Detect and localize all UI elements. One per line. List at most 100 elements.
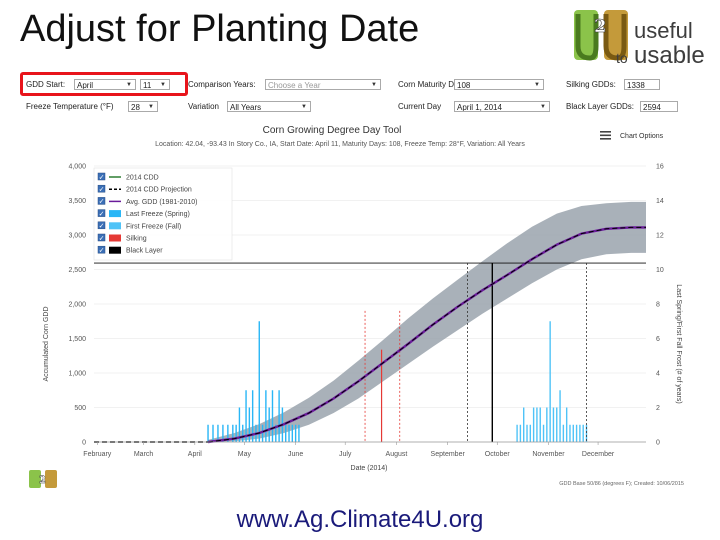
legend-checkbox <box>97 184 106 193</box>
x-axis-title: Date (2014) <box>351 465 388 472</box>
check-icon: ✓ <box>99 235 105 242</box>
legend-checkbox <box>97 197 106 205</box>
spring-freeze-bar <box>245 390 247 442</box>
freeze-temp-select[interactable]: 28 ▼ <box>128 101 158 112</box>
chevron-down-icon: ▼ <box>534 82 540 88</box>
black-layer-input[interactable]: 2594 <box>640 101 678 112</box>
fall-freeze-bar <box>569 424 571 442</box>
spring-freeze-bar <box>242 424 244 442</box>
current-day-label: Current Day <box>398 102 442 111</box>
logo-to-text: to <box>616 50 628 66</box>
spring-freeze-bar <box>268 407 270 442</box>
legend-checkbox <box>97 172 106 181</box>
spring-freeze-bar <box>235 424 237 442</box>
y2-tick-label: 2 <box>656 405 660 412</box>
legend-swatch <box>109 210 121 218</box>
spring-freeze-bar <box>227 424 229 442</box>
spring-freeze-bar <box>217 424 219 442</box>
gdd-start-label: GDD Start: <box>26 80 66 89</box>
legend-checkbox <box>97 221 106 230</box>
chart-subtitle: Location: 42.04, -93.43 In Story Co., IA… <box>155 140 525 148</box>
y-tick-label: 2,500 <box>68 267 86 274</box>
freeze-temp-label: Freeze Temperature (°F) <box>26 102 114 111</box>
fall-freeze-bar <box>562 424 565 442</box>
y2-tick-label: 12 <box>656 233 664 240</box>
legend-label: Silking <box>126 236 147 243</box>
black-layer-label: Black Layer GDDs: <box>566 102 635 111</box>
u2u-logo: 2 useful to usable <box>572 4 714 70</box>
y2-axis-title: Last Spring/First Fall Frost (# of years… <box>675 284 682 403</box>
y-tick-label: 1,500 <box>68 336 86 343</box>
legend-checkbox <box>97 245 106 254</box>
chevron-down-icon: ▼ <box>371 82 377 88</box>
fall-freeze-bar <box>559 390 561 442</box>
check-icon: ✓ <box>99 248 105 255</box>
fall-freeze-bar <box>585 424 588 442</box>
fall-freeze-bar <box>546 407 548 442</box>
u2u-mark-icon: 2 <box>574 10 628 61</box>
legend-label: Black Layer <box>126 248 163 255</box>
x-tick-label: February <box>83 451 112 458</box>
legend-swatch <box>109 234 121 242</box>
x-tick-label: May <box>238 451 252 458</box>
y-tick-label: 500 <box>74 405 86 412</box>
gdd-chart: Corn Growing Degree Day Tool Location: 4… <box>43 125 684 487</box>
fall-freeze-bar <box>565 407 568 442</box>
spring-freeze-bar <box>258 321 260 442</box>
x-tick-label: July <box>339 451 352 458</box>
chart-options-button[interactable]: Chart Options <box>600 131 664 140</box>
spring-freeze-bar <box>212 424 214 442</box>
fall-freeze-bar <box>552 407 555 442</box>
check-icon: ✓ <box>99 187 105 194</box>
spring-freeze-bar <box>261 424 264 442</box>
x-tick-label: October <box>485 451 511 458</box>
corn-maturity-select[interactable]: 108 ▼ <box>454 79 544 90</box>
y2-tick-label: 6 <box>656 336 660 343</box>
legend-label: 2014 CDD Projection <box>126 187 192 194</box>
fall-freeze-bar <box>572 424 574 442</box>
fall-freeze-bar <box>556 407 558 442</box>
u2u-small-logo-icon: 2 <box>29 470 57 488</box>
silking-gdds-input[interactable]: 1338 <box>624 79 660 90</box>
x-tick-label: November <box>532 451 565 458</box>
x-tick-label: March <box>134 451 154 458</box>
check-icon: ✓ <box>99 223 105 230</box>
spring-freeze-bar <box>248 407 251 442</box>
legend-label: First Freeze (Fall) <box>126 223 181 230</box>
corn-maturity-label: Corn Maturity Days: <box>398 80 469 89</box>
fall-freeze-bar <box>532 407 535 442</box>
y2-tick-label: 16 <box>656 164 664 171</box>
chevron-down-icon: ▼ <box>301 104 307 110</box>
fall-freeze-bar <box>542 424 545 442</box>
fall-freeze-bar <box>579 424 581 442</box>
fall-freeze-bar <box>539 407 541 442</box>
fall-freeze-bar <box>536 407 538 442</box>
silking-gdds-label: Silking GDDs: <box>566 80 616 89</box>
y2-tick-label: 4 <box>656 371 660 378</box>
spring-freeze-bar <box>294 424 297 442</box>
spring-freeze-bar <box>238 407 241 442</box>
variation-label: Variation <box>188 102 219 111</box>
y2-tick-label: 10 <box>656 267 664 274</box>
spring-freeze-bar <box>271 390 274 442</box>
legend-checkbox <box>97 209 106 217</box>
y-tick-label: 4,000 <box>68 164 86 171</box>
spring-freeze-bar <box>207 424 209 442</box>
legend-label: Last Freeze (Spring) <box>126 211 190 218</box>
footer-url: www.Ag.Climate4U.org <box>236 506 484 533</box>
variation-select[interactable]: All Years ▼ <box>227 101 311 112</box>
y-tick-label: 3,500 <box>68 198 86 205</box>
svg-text:2: 2 <box>39 475 46 486</box>
fall-freeze-bar <box>526 424 528 442</box>
comparison-years-select[interactable]: Choose a Year ▼ <box>265 79 381 90</box>
x-tick-label: June <box>288 451 303 458</box>
spring-freeze-bar <box>265 390 267 442</box>
current-day-select[interactable]: April 1, 2014 ▼ <box>454 101 550 112</box>
spring-freeze-bar <box>288 424 290 442</box>
check-icon: ✓ <box>99 174 105 181</box>
chevron-down-icon: ▼ <box>160 82 166 88</box>
gdd-start-day-select[interactable]: 11 ▼ <box>140 79 170 90</box>
gdd-start-month-select[interactable]: April ▼ <box>74 79 136 90</box>
fall-freeze-bar <box>516 424 518 442</box>
legend-swatch <box>109 222 121 230</box>
